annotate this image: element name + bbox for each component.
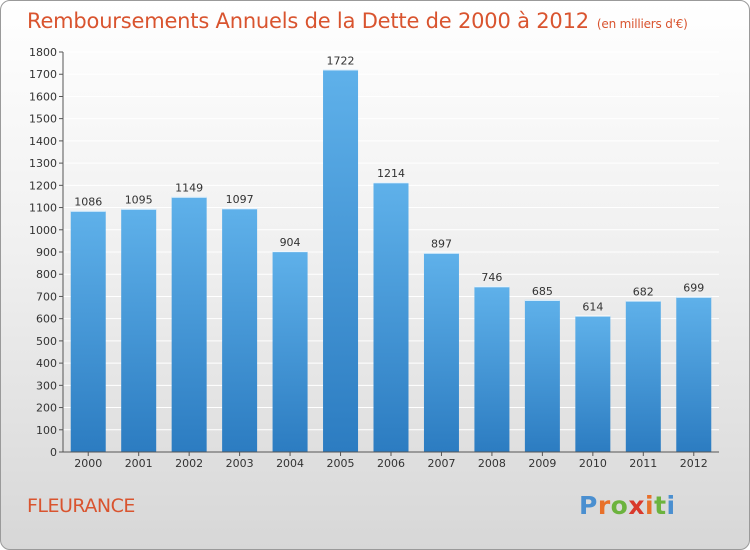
y-tick-label: 200	[36, 402, 57, 415]
data-label-2004: 904	[280, 236, 301, 249]
commune-name: FLEURANCE	[27, 495, 135, 517]
data-labels: 1086 1095 1149 1097 904 1722 1214 897 746 685 614 6…	[74, 54, 704, 313]
bar-2007	[423, 252, 459, 452]
y-tick-label: 500	[36, 335, 57, 348]
logo-letter: r	[597, 491, 611, 520]
y-tick-label: 1800	[29, 46, 57, 59]
bar-2000	[70, 210, 106, 452]
x-tick-label-2004: 2004	[276, 457, 304, 470]
data-label-2000: 1086	[74, 196, 102, 209]
x-tick-label-2002: 2002	[175, 457, 203, 470]
bar-2003	[222, 208, 258, 452]
bar-2006	[373, 182, 409, 452]
y-tick-label: 1200	[29, 179, 57, 192]
bar-2005	[323, 69, 359, 452]
data-label-2009: 685	[532, 285, 553, 298]
y-tick-label: 800	[36, 268, 57, 281]
logo-letter: i	[645, 491, 655, 520]
data-label-2010: 614	[582, 301, 603, 314]
data-label-2002: 1149	[175, 182, 203, 195]
x-tick-labels: 2000 2001 2002 2003 2004 2005 2006 2007 2008 2009…	[74, 457, 708, 470]
chart-title: Remboursements Annuels de la Dette de 20…	[27, 9, 688, 33]
y-tick-label: 1600	[29, 90, 57, 103]
x-tick-label-2006: 2006	[377, 457, 405, 470]
bar-2002	[171, 196, 207, 452]
bar-2012	[676, 296, 712, 452]
axes	[59, 51, 719, 456]
bar-2008	[474, 286, 510, 452]
logo-letter: x	[628, 491, 645, 520]
y-tick-label: 1500	[29, 113, 57, 126]
bar-2004	[272, 251, 308, 452]
bar-2011	[625, 300, 661, 452]
unit-note: (en milliers d'€)	[596, 17, 688, 31]
y-tick-label: 1100	[29, 202, 57, 215]
x-tick-label-2010: 2010	[579, 457, 607, 470]
x-tick-label-2012: 2012	[680, 457, 708, 470]
y-tick-label: 300	[36, 379, 57, 392]
proxiti-logo: Proxiti	[579, 491, 676, 520]
data-label-2007: 897	[431, 238, 452, 251]
data-label-2005: 1722	[327, 54, 355, 67]
logo-letter: o	[610, 491, 629, 520]
bar-2010	[575, 315, 611, 452]
x-tick-label-2008: 2008	[478, 457, 506, 470]
data-label-2011: 682	[633, 285, 654, 298]
y-tick-label: 100	[36, 424, 57, 437]
data-label-2003: 1097	[226, 193, 254, 206]
y-tick-label: 1000	[29, 224, 57, 237]
x-tick-label-2003: 2003	[226, 457, 254, 470]
x-tick-label-2009: 2009	[528, 457, 556, 470]
y-tick-labels: 0 100 200 300 400 500 600 700 800 900 1000 1100 1200…	[29, 46, 57, 459]
x-tick-label-2005: 2005	[327, 457, 355, 470]
logo-letter: t	[654, 491, 667, 520]
bar-2009	[524, 299, 560, 452]
bar-2001	[121, 208, 157, 452]
data-label-2008: 746	[481, 271, 502, 284]
x-tick-label-2011: 2011	[629, 457, 657, 470]
data-label-2012: 699	[683, 282, 704, 295]
y-tick-label: 0	[50, 446, 57, 459]
chart-title-text: Remboursements Annuels de la Dette de 20…	[27, 9, 589, 33]
y-tick-label: 1300	[29, 157, 57, 170]
data-label-2006: 1214	[377, 167, 405, 180]
y-tick-label: 600	[36, 313, 57, 326]
data-label-2001: 1095	[125, 194, 153, 207]
y-tick-label: 900	[36, 246, 57, 259]
bars	[70, 69, 712, 452]
x-tick-label-2000: 2000	[74, 457, 102, 470]
y-tick-label: 400	[36, 357, 57, 370]
y-tick-label: 1700	[29, 68, 57, 81]
x-tick-label-2007: 2007	[427, 457, 455, 470]
logo-letter: P	[579, 491, 598, 520]
y-tick-label: 1400	[29, 135, 57, 148]
logo-letter: i	[666, 491, 676, 520]
x-tick-label-2001: 2001	[125, 457, 153, 470]
y-tick-label: 700	[36, 290, 57, 303]
